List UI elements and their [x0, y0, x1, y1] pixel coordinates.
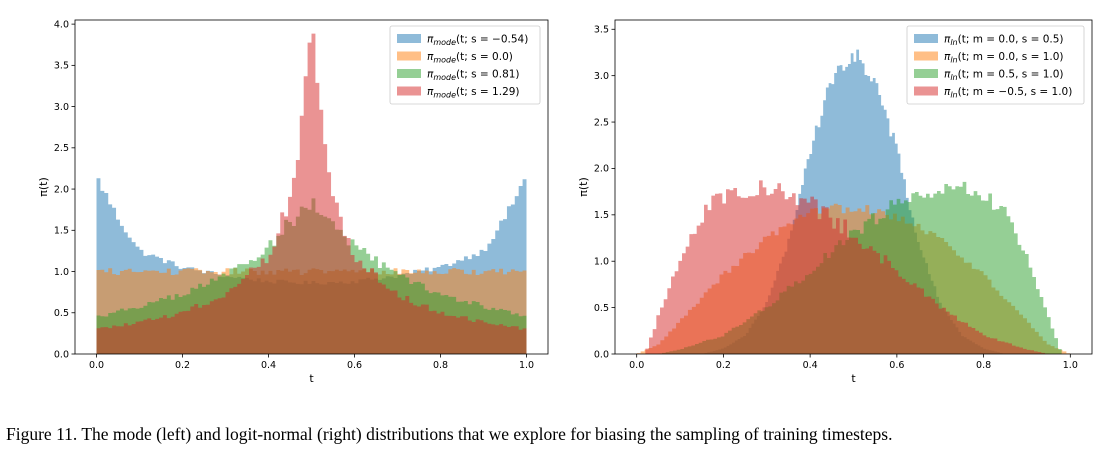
axes-frame	[614, 19, 1093, 355]
x-tick-label: 0.0	[89, 360, 104, 371]
y-tick-label: 2.5	[54, 143, 69, 154]
right-plot-logit-normal-distribution: 0.0 0.2 0.4 0.6 0.8 1.0 0.0 0.5 1.0 1.5 2.0 2.5 3.0 3…	[577, 19, 1093, 385]
x-tick-label: 0.0	[629, 360, 644, 371]
y-tick-label: 4.0	[54, 19, 69, 30]
x-tick-label: 0.8	[433, 360, 448, 371]
y-tick-label: 0.0	[54, 349, 69, 360]
legend-label: πmode(t; s = 0.0)	[427, 51, 513, 65]
histogram-series-3	[645, 180, 1049, 354]
legend-label: πln(t; m = 0.5, s = 1.0)	[944, 69, 1064, 83]
legend-swatch	[397, 86, 421, 96]
y-tick-label: 1.0	[594, 257, 609, 268]
x-axis-label: t	[851, 372, 856, 385]
x-tick-label: 0.4	[803, 360, 818, 371]
y-tick-label: 0.5	[594, 303, 609, 314]
x-tick-label: 1.0	[519, 360, 534, 371]
y-tick-label: 3.5	[54, 61, 69, 72]
left-plot-mode-distribution: 0.0 0.2 0.4 0.6 0.8 1.0 0.0 0.5 1.0 1.5 2.0 2.5 3.0 3…	[37, 19, 549, 385]
x-tick-label: 1.0	[1063, 360, 1078, 371]
legend-swatch	[914, 86, 938, 96]
legend-swatch	[914, 69, 938, 78]
x-tick-label: 0.2	[716, 360, 731, 371]
legend-swatch	[397, 34, 421, 43]
legend-label: πln(t; m = 0.0, s = 1.0)	[944, 51, 1064, 65]
axes-frame	[74, 19, 549, 355]
y-tick-label: 3.5	[594, 25, 609, 36]
x-tick-label: 0.6	[347, 360, 362, 371]
y-tick-label: 3.0	[594, 71, 609, 82]
x-tick-label: 0.6	[889, 360, 904, 371]
legend-swatch	[914, 51, 938, 61]
y-tick-label: 2.0	[594, 164, 609, 175]
y-tick-label: 1.0	[54, 267, 69, 278]
y-tick-label: 3.0	[54, 102, 69, 113]
legend-swatch	[914, 34, 938, 43]
x-tick-label: 0.2	[175, 360, 190, 371]
y-tick-label: 1.5	[54, 226, 69, 237]
legend-label: πmode(t; s = 0.81)	[427, 69, 520, 83]
y-tick-label: 1.5	[594, 210, 609, 221]
legend-label: πmode(t; s = 1.29)	[427, 86, 520, 100]
y-axis-label: π(t)	[37, 177, 50, 197]
y-tick-label: 0.0	[594, 349, 609, 360]
legend-swatch	[397, 51, 421, 61]
y-axis-label: π(t)	[577, 177, 590, 197]
x-tick-label: 0.4	[261, 360, 276, 371]
legend-label: πln(t; m = −0.5, s = 1.0)	[944, 86, 1072, 100]
legend-box	[389, 25, 541, 105]
legend-label: πln(t; m = 0.0, s = 0.5)	[944, 34, 1064, 48]
legend-box	[906, 25, 1085, 105]
y-tick-label: 2.5	[594, 117, 609, 128]
y-tick-label: 2.0	[54, 184, 69, 195]
histogram-series-3	[96, 33, 527, 355]
x-tick-label: 0.8	[976, 360, 991, 371]
figure-caption: Figure 11. The mode (left) and logit-nor…	[6, 424, 893, 444]
x-axis-label: t	[309, 372, 314, 385]
legend-swatch	[397, 69, 421, 78]
legend-label: πmode(t; s = −0.54)	[427, 34, 528, 48]
y-tick-label: 0.5	[54, 308, 69, 319]
